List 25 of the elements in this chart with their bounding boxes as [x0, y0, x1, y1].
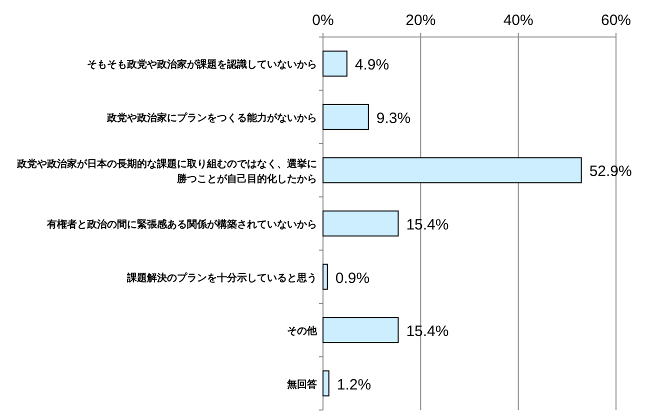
- y-tick-label: そもそも政党や政治家が課題を認識していないから: [87, 58, 317, 71]
- data-label: 4.9%: [354, 56, 390, 74]
- bar: [322, 50, 348, 77]
- x-tick-label: 60%: [600, 12, 632, 29]
- y-tick-label: 無回答: [286, 378, 318, 390]
- y-tick-label: 課題解決のプランを十分示していると思う: [126, 272, 317, 284]
- data-label: 52.9%: [589, 163, 632, 180]
- bar: [322, 370, 330, 396]
- y-tick-label: その他: [287, 325, 318, 338]
- y-tick-label: 政党や政治家にプランをつくる能力がないから: [106, 112, 317, 124]
- x-tick-label: 20%: [406, 12, 436, 29]
- data-label: 1.2%: [336, 376, 372, 394]
- data-label: 15.4%: [406, 323, 449, 340]
- x-tick-label: 40%: [503, 12, 534, 29]
- bar: [322, 210, 399, 236]
- data-label: 0.9%: [335, 270, 370, 287]
- x-tick-label: 0%: [312, 12, 334, 29]
- data-label: 9.3%: [376, 110, 411, 127]
- data-label: 15.4%: [406, 216, 449, 234]
- bar: [322, 317, 399, 344]
- y-tick-label: 有権者と政治の間に緊張感ある関係が構築されていないから: [46, 218, 317, 230]
- bar: [322, 264, 328, 290]
- y-tick-label: 政党や政治家が日本の長期的な課題に取り組むのではなく、選挙に勝つことが自己目的化したから: [16, 158, 317, 186]
- bar: [322, 157, 582, 184]
- bar: [322, 104, 369, 130]
